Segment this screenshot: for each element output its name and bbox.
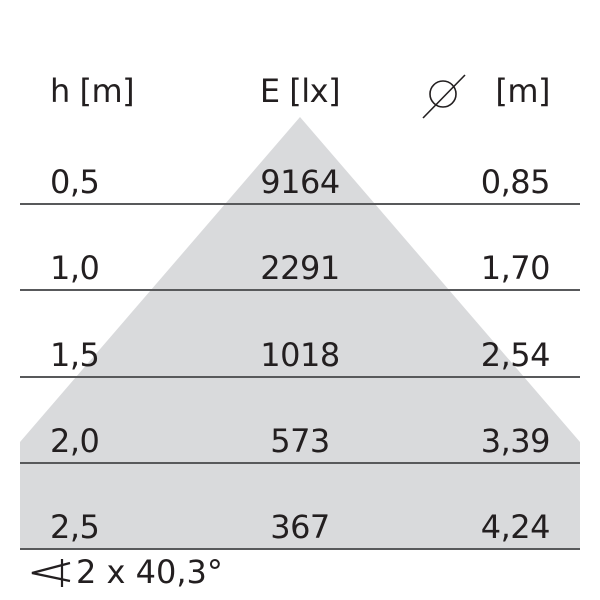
- header-height: h [m]: [50, 72, 135, 110]
- row-4-height: 2,0: [50, 422, 100, 460]
- row-2-height: 1,0: [50, 249, 100, 287]
- row-5-height: 2,5: [50, 508, 100, 546]
- header-illuminance: E [lx]: [259, 72, 341, 110]
- row-4-illuminance: 573: [270, 422, 330, 460]
- row-1-illuminance: 9164: [260, 163, 340, 201]
- row-3-height: 1,5: [50, 336, 100, 374]
- row-1-diameter: 0,85: [480, 163, 551, 201]
- beam-angle: 2 x 40,3°: [28, 556, 223, 588]
- row-5-illuminance: 367: [270, 508, 330, 546]
- header-diameter: [m]: [495, 72, 550, 110]
- row-4-diameter: 3,39: [480, 422, 551, 460]
- row-1-height: 0,5: [50, 163, 100, 201]
- row-dividers: [20, 203, 580, 550]
- row-2-diameter: 1,70: [480, 249, 551, 287]
- angle-icon: [31, 559, 71, 587]
- row-3-illuminance: 1018: [260, 336, 340, 374]
- diameter-icon: [422, 74, 466, 119]
- row-2-illuminance: 2291: [260, 249, 340, 287]
- light-cone: [20, 117, 580, 548]
- row-3-diameter: 2,54: [480, 336, 551, 374]
- beam-angle-value: 2 x 40,3°: [76, 553, 223, 591]
- row-5-diameter: 4,24: [480, 508, 551, 546]
